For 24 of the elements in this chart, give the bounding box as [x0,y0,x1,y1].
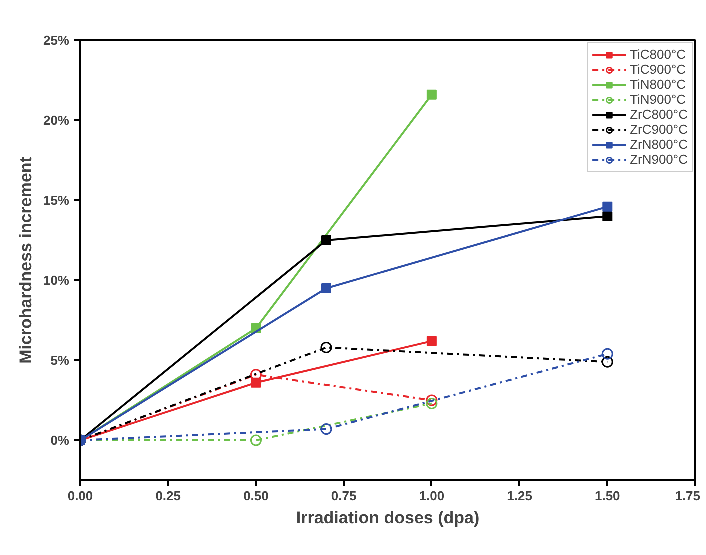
x-tick-label: 1.00 [419,488,445,504]
x-tick-label: 0.75 [331,488,357,504]
x-axis-title: Irradiation doses (dpa) [296,508,480,528]
legend-label: TiC800°C [630,47,686,62]
legend-label: TiC900°C [630,62,686,77]
x-tick-label: 1.50 [594,488,620,504]
y-tick-label: 10% [43,273,70,288]
x-tick-label: 0.25 [156,488,182,504]
legend-label: ZrN800°C [630,137,688,152]
x-tick-label: 1.75 [675,488,701,504]
legend-label: TiN800°C [630,77,686,92]
y-tick-label: 0% [50,433,70,448]
y-axis-title: Microhardness increment [16,156,36,364]
y-tick-label: 15% [43,193,70,208]
x-tick-label: 1.25 [507,488,532,504]
y-tick-label: 5% [50,353,70,368]
y-tick-label: 20% [43,113,70,128]
legend-label: ZrC900°C [630,122,688,137]
y-tick-label: 25% [43,33,70,48]
legend-label: ZrC800°C [630,107,688,122]
legend-label: ZrN900°C [630,152,688,167]
x-tick-label: 0.00 [68,488,94,504]
legend-label: TiN900°C [630,92,686,107]
x-tick-label: 0.50 [244,488,269,504]
